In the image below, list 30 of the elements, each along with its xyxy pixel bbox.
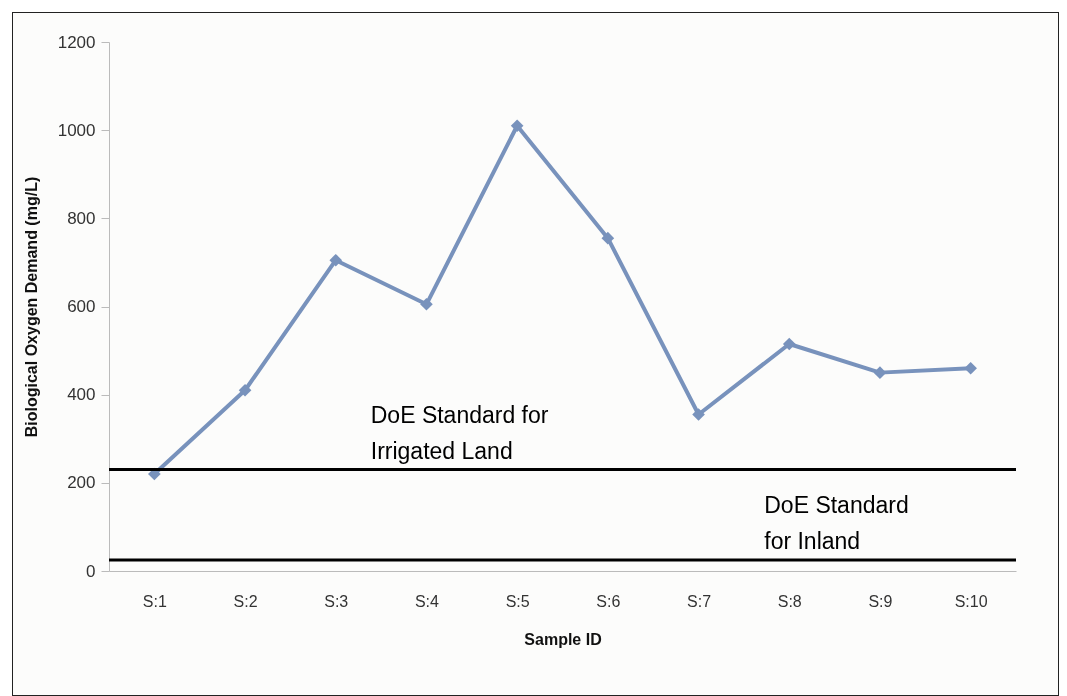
point	[601, 231, 615, 245]
x-tick-label: S:3	[324, 592, 349, 610]
ref-line-label: DoE Standard for Inland	[764, 491, 909, 554]
x-axis-title: Sample ID	[524, 630, 602, 648]
y-axis-title: Biological Oxygen Demand (mg/L)	[22, 176, 40, 438]
point	[873, 366, 887, 379]
point	[420, 297, 433, 311]
y-tick-label: 0	[86, 561, 96, 581]
y-tick-label: 1200	[57, 32, 96, 52]
y-tick-label: 400	[67, 385, 96, 405]
point	[782, 337, 796, 351]
x-tick-label: S:8	[777, 592, 802, 610]
x-tick-label: S:10	[954, 592, 988, 610]
x-tick-label: S:4	[414, 592, 440, 610]
x-tick-label: S:1	[142, 592, 167, 610]
x-tick-label: S:6	[596, 592, 621, 610]
ref-line-label: DoE Standard for Irrigated Land	[370, 401, 549, 464]
y-tick-label: 800	[67, 208, 96, 228]
point	[329, 253, 343, 267]
y-tick-label: 1000	[57, 120, 96, 140]
x-tick-label: S:7	[687, 592, 712, 610]
point	[964, 361, 977, 375]
x-tick-label: S:9	[868, 592, 893, 610]
x-tick-label: S:5	[505, 592, 530, 610]
y-tick-label: 200	[67, 473, 96, 493]
point	[510, 119, 524, 133]
point	[692, 408, 705, 421]
point	[238, 383, 252, 397]
x-tick-label: S:2	[233, 592, 258, 610]
y-tick-label: 600	[67, 297, 96, 316]
